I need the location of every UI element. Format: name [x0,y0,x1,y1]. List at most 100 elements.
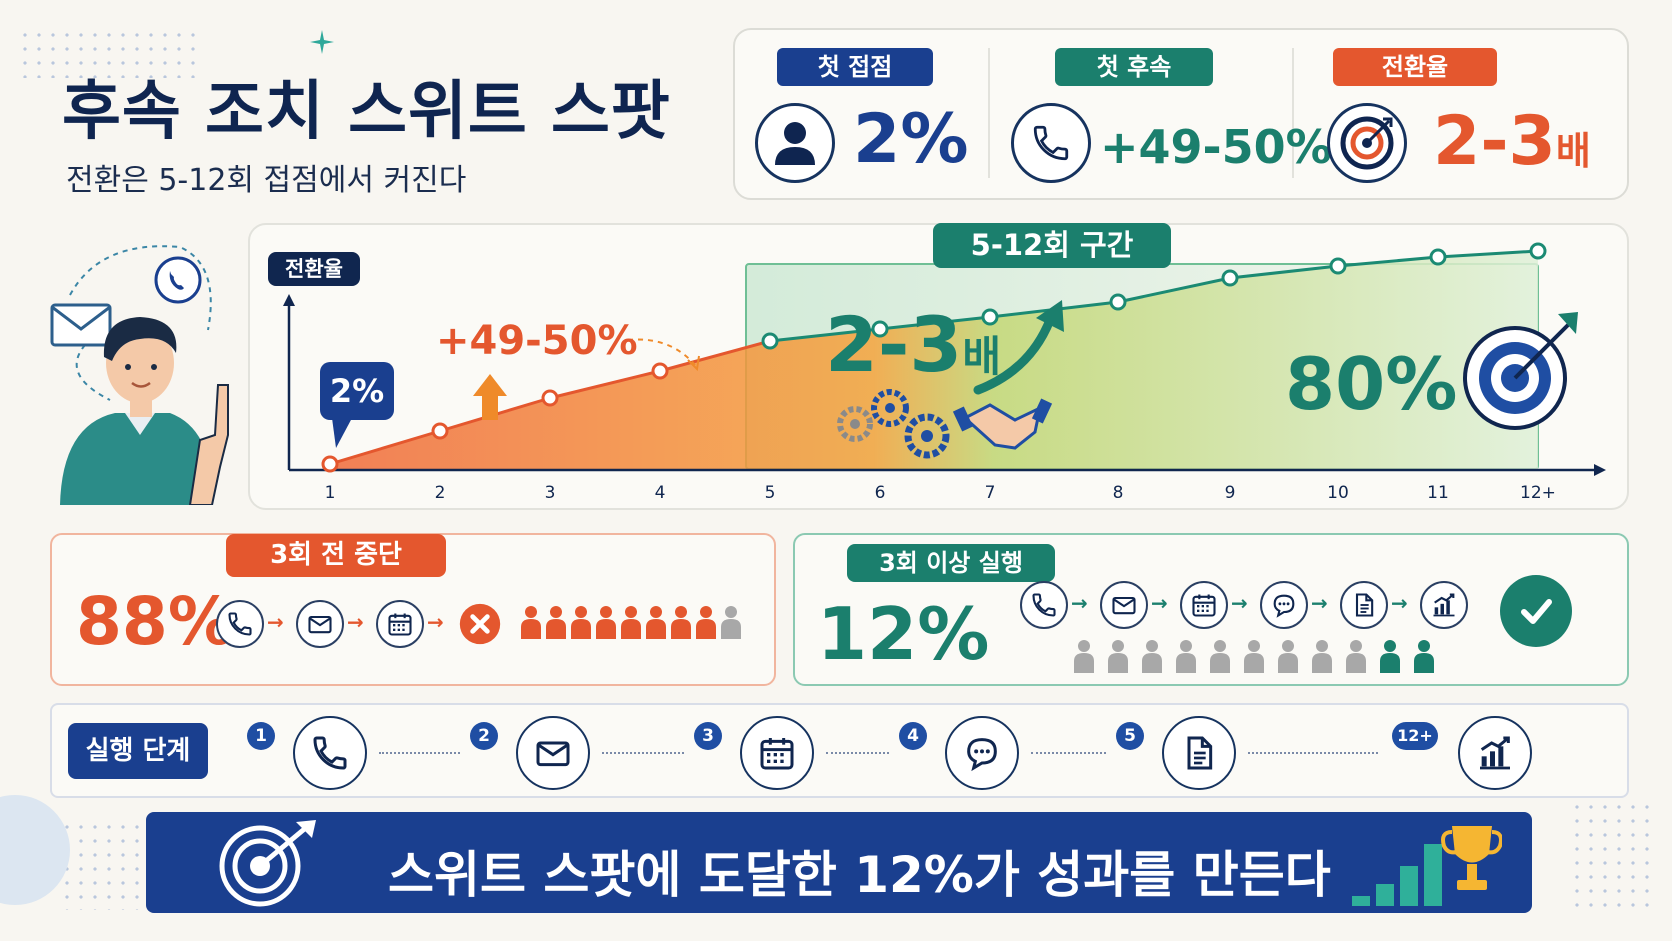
kpi-value-conversion-number: 2-3 [1433,102,1556,181]
person-icon [1073,639,1095,677]
kpi-label-first-contact: 첫 접점 [777,48,933,86]
person-icon [1311,639,1333,677]
chart-point [321,455,339,473]
chart-point [1109,293,1127,311]
target-icon [1340,116,1394,170]
person-icon [720,605,742,643]
chart-point [541,389,559,407]
kpi-value-conversion-unit: 배 [1555,129,1591,173]
chart-area [330,251,1538,470]
kpi-card: 첫 접점 2% 첫 후속 +49-50% 전환율 2-3배 [733,28,1629,200]
execution-step-chart-icon [1458,716,1532,790]
execution-connector [379,752,460,754]
decor-dots-bottom-left [60,820,160,910]
execution-step-number: 12+ [1392,722,1438,750]
chart-line-segment [659,339,771,373]
x-tick-label: 5 [765,483,776,503]
flow-step-mail-icon [1100,581,1148,629]
x-tick-label: 12+ [1520,483,1556,503]
person-icon [1379,639,1401,677]
persist-label: 3회 이상 실행 [847,544,1055,582]
flow-arrow: → [1151,591,1168,615]
execution-connector [826,752,889,754]
handshake-icon [952,398,1053,450]
chart-point [761,332,779,350]
person-icon [670,605,692,643]
person-icon [1345,639,1367,677]
chart-point [871,320,889,338]
flow-arrow: → [1231,591,1248,615]
flow-step-cancel-icon [456,600,504,648]
banner-trophy-chart-icon [1352,826,1502,906]
person-icon [695,605,717,643]
flow-step-phone-icon [216,600,264,648]
x-tick-label: 4 [655,483,666,503]
x-axis-arrow [1594,464,1606,476]
flow-step-calendar-icon [376,600,424,648]
phone-icon [1033,125,1069,161]
flow-step-calendar-icon [1180,581,1228,629]
flow-step-phone-icon [1020,581,1068,629]
kpi-value-first-contact: 2% [853,100,969,179]
execution-step-calendar-icon [740,716,814,790]
zone-multiplier-unit: 배 [962,332,1001,381]
zone-label: 5-12회 구간 [933,223,1171,268]
person-icon [1413,639,1435,677]
flow-arrow: → [1071,591,1088,615]
flow-step-chat-icon [1260,581,1308,629]
bottom-banner [146,812,1532,913]
chart-line-segment [1337,255,1439,268]
kpi-icon-person [755,103,835,183]
execution-step-mail-icon [516,716,590,790]
chart-line-segment [769,327,881,343]
zone-multiplier: 2-3배 [825,300,1001,389]
gears-icon [837,389,950,459]
chart-line-segment [329,429,441,466]
flow-arrow: → [1311,591,1328,615]
chart-line-segment [1229,264,1339,280]
chart-point [1221,269,1239,287]
kpi-label-first-followup: 첫 후속 [1055,48,1213,86]
illustration-person [40,235,240,506]
person-icon [545,605,567,643]
banner-target-icon [212,818,322,908]
chart-point [1529,242,1547,260]
kpi-value-conversion: 2-3배 [1433,102,1591,181]
execution-connector [602,752,684,754]
chart-point [1329,257,1347,275]
decor-dots-top-left [18,28,198,78]
execution-step-number: 3 [694,722,722,750]
kpi-icon-target [1327,103,1407,183]
zone-multiplier-number: 2-3 [825,300,963,389]
chart-point [431,422,449,440]
x-tick-label: 7 [985,483,996,503]
person-icon [1175,639,1197,677]
y-axis-arrow [283,294,295,306]
dashed-curve-arrow [627,338,696,366]
chart-point [651,362,669,380]
flow-arrow: → [347,610,364,634]
x-tick-label: 3 [545,483,556,503]
execution-step-chat-icon [945,716,1019,790]
rising-arrowhead [1036,300,1064,332]
person-icon [595,605,617,643]
execution-step-number: 2 [470,722,498,750]
chart-line-segment [1437,249,1539,259]
person-icon [775,122,815,165]
execution-connector [1031,752,1106,754]
end-value: 80% [1285,342,1458,426]
x-tick-label: 11 [1427,483,1449,503]
person-icon [1209,639,1231,677]
sparkle-icon [310,30,334,54]
execution-step-number: 1 [247,722,275,750]
person-icon [1141,639,1163,677]
execution-connector [1248,752,1378,754]
execution-step-phone-icon [293,716,367,790]
kpi-divider-2 [1292,48,1294,178]
chart-line-segment [1117,276,1231,304]
growth-arrow-up-icon [473,374,507,420]
persist-value-text: 12% [817,592,990,676]
chart-line-segment [879,315,991,331]
growth-label: +49-50% [436,318,638,364]
